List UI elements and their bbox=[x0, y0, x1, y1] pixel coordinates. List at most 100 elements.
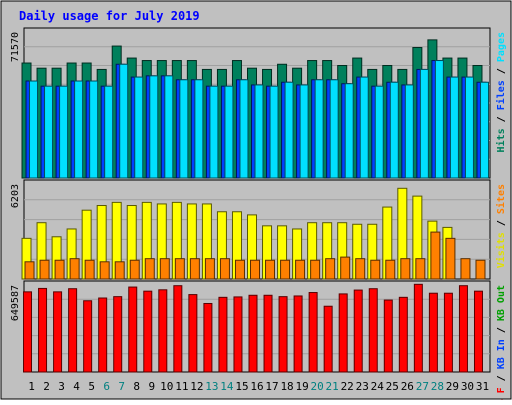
x-tick-label-19: 19 bbox=[295, 380, 308, 393]
bar-middle-sites-19 bbox=[295, 259, 306, 280]
panel-bottom-max-label: 649587 bbox=[10, 285, 21, 321]
x-tick-label-9: 9 bbox=[148, 380, 155, 393]
bar-middle-sites-24 bbox=[370, 259, 381, 280]
bar-middle-sites-21 bbox=[325, 258, 336, 280]
bar-top-pages-17 bbox=[269, 85, 279, 179]
panel-middle-legend: Visits / Sites bbox=[495, 184, 507, 268]
x-tick-label-26: 26 bbox=[401, 380, 414, 393]
bar-bottom-kb-f-10 bbox=[158, 289, 168, 373]
bar-middle-sites-8 bbox=[129, 259, 140, 280]
bar-middle-sites-9 bbox=[144, 258, 155, 280]
bar-top-pages-5 bbox=[89, 80, 99, 179]
x-tick-label-18: 18 bbox=[280, 380, 293, 393]
bar-top-pages-12 bbox=[194, 79, 204, 179]
bar-middle-sites-5 bbox=[84, 259, 95, 280]
bar-bottom-kb-f-25 bbox=[383, 299, 393, 373]
bar-bottom-kb-f-19 bbox=[293, 295, 303, 373]
bar-bottom-kb-f-21 bbox=[323, 305, 333, 373]
legend-separator: / bbox=[496, 214, 507, 232]
bar-top-pages-25 bbox=[389, 81, 399, 179]
x-tick-label-12: 12 bbox=[190, 380, 203, 393]
bar-middle-sites-30 bbox=[460, 258, 471, 280]
bar-bottom-kb-f-18 bbox=[278, 296, 288, 373]
bar-top-pages-10 bbox=[164, 75, 174, 179]
bar-top-pages-14 bbox=[224, 85, 234, 179]
panel-top: 71570 Hits / Files / Pages bbox=[10, 27, 507, 179]
bar-top-pages-4 bbox=[74, 80, 84, 179]
bar-middle-sites-2 bbox=[39, 259, 50, 280]
bar-middle-sites-15 bbox=[234, 259, 245, 280]
x-tick-label-30: 30 bbox=[461, 380, 474, 393]
bar-top-pages-19 bbox=[299, 84, 309, 179]
legend-entry-files: Files bbox=[495, 80, 507, 110]
bar-bottom-kb-f-26 bbox=[398, 296, 408, 373]
bar-top-pages-3 bbox=[59, 85, 69, 179]
legend-entry-visits: Visits bbox=[495, 232, 507, 268]
bar-middle-sites-11 bbox=[174, 258, 185, 280]
bar-bottom-kb-f-29 bbox=[443, 292, 453, 373]
bar-bottom-kb-f-23 bbox=[353, 289, 363, 373]
bar-bottom-kb-f-22 bbox=[338, 293, 348, 373]
bar-top-pages-6 bbox=[104, 85, 114, 179]
bar-top-pages-22 bbox=[344, 83, 354, 179]
bar-top-pages-2 bbox=[44, 85, 54, 179]
bar-bottom-kb-f-4 bbox=[68, 288, 78, 373]
legend-separator: / bbox=[496, 62, 507, 80]
bar-top-pages-24 bbox=[374, 85, 384, 179]
bar-top-pages-23 bbox=[359, 76, 369, 179]
bar-middle-sites-1 bbox=[24, 261, 35, 280]
bar-bottom-kb-f-28 bbox=[428, 292, 438, 373]
bar-middle-sites-28 bbox=[430, 231, 441, 280]
bar-top-pages-1 bbox=[29, 80, 39, 179]
bar-top-pages-15 bbox=[239, 79, 249, 179]
bar-top-pages-27 bbox=[419, 68, 429, 179]
x-tick-label-25: 25 bbox=[386, 380, 399, 393]
legend-entry-kb-in: KB In bbox=[496, 339, 507, 369]
x-tick-label-3: 3 bbox=[58, 380, 65, 393]
x-tick-label-23: 23 bbox=[356, 380, 369, 393]
x-tick-label-27: 27 bbox=[416, 380, 429, 393]
bar-middle-sites-7 bbox=[114, 261, 125, 280]
chart-title: Daily usage for July 2019 bbox=[19, 9, 200, 23]
bar-middle-sites-3 bbox=[54, 259, 65, 280]
x-tick-label-22: 22 bbox=[341, 380, 354, 393]
legend-entry-kb-out: KB Out bbox=[496, 285, 507, 321]
bar-bottom-kb-f-24 bbox=[368, 288, 378, 373]
panel-middle: 6203 Visits / Sites bbox=[10, 179, 507, 280]
bar-top-pages-31 bbox=[479, 81, 489, 179]
bar-bottom-kb-f-16 bbox=[248, 294, 258, 373]
bar-bottom-kb-f-3 bbox=[53, 291, 63, 373]
bar-bottom-kb-f-27 bbox=[413, 283, 423, 373]
bar-top-pages-20 bbox=[314, 79, 324, 179]
bar-top-pages-11 bbox=[179, 79, 189, 179]
bar-bottom-kb-f-2 bbox=[38, 287, 48, 373]
bar-middle-sites-20 bbox=[310, 259, 321, 280]
x-axis-labels: 1 2 3 4 5 6 7 8 9 10 11 12 13 14 15 16 17 18 19 20 21 22 23 24 2… bbox=[28, 380, 489, 393]
x-tick-label-4: 4 bbox=[73, 380, 80, 393]
legend-entry-kb-f: KB F bbox=[496, 387, 507, 400]
bar-middle-sites-31 bbox=[475, 259, 486, 280]
bar-top-pages-30 bbox=[464, 76, 474, 179]
bar-top-pages-16 bbox=[254, 84, 264, 179]
legend-separator: / bbox=[496, 110, 507, 128]
x-tick-label-16: 16 bbox=[250, 380, 263, 393]
bar-middle-sites-22 bbox=[340, 256, 351, 280]
bar-top-pages-18 bbox=[284, 81, 294, 179]
bar-top-pages-26 bbox=[404, 84, 414, 179]
x-tick-label-20: 20 bbox=[311, 380, 324, 393]
bar-middle-sites-6 bbox=[99, 261, 110, 280]
bar-top-pages-7 bbox=[119, 63, 129, 179]
legend-separator: / bbox=[496, 369, 507, 387]
x-tick-label-5: 5 bbox=[88, 380, 95, 393]
x-tick-label-8: 8 bbox=[133, 380, 140, 393]
x-tick-label-7: 7 bbox=[118, 380, 125, 393]
bar-middle-sites-17 bbox=[265, 259, 276, 280]
x-tick-label-17: 17 bbox=[265, 380, 278, 393]
x-tick-label-1: 1 bbox=[28, 380, 35, 393]
bar-middle-sites-14 bbox=[219, 258, 230, 280]
x-tick-label-11: 11 bbox=[175, 380, 188, 393]
bar-top-pages-13 bbox=[209, 85, 219, 179]
